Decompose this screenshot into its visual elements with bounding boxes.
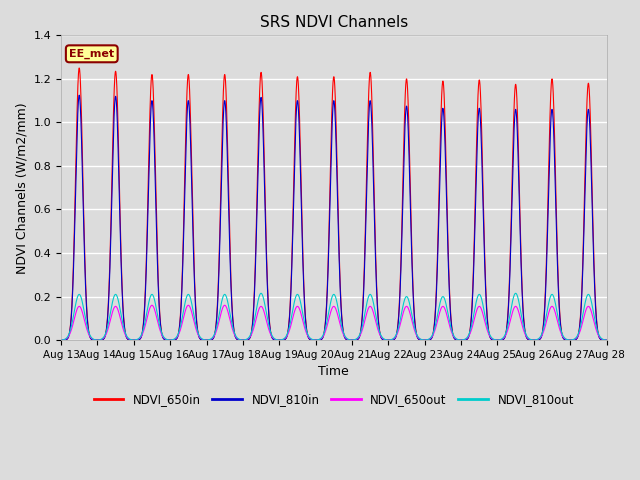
NDVI_650out bbox=[262, 313, 269, 319]
Line: NDVI_650in: NDVI_650in bbox=[61, 68, 607, 340]
NDVI_810out bbox=[603, 337, 611, 343]
Line: NDVI_810out: NDVI_810out bbox=[61, 293, 607, 340]
X-axis label: Time: Time bbox=[319, 365, 349, 378]
NDVI_810in bbox=[76, 92, 83, 98]
Title: SRS NDVI Channels: SRS NDVI Channels bbox=[260, 15, 408, 30]
NDVI_810in bbox=[174, 334, 182, 339]
NDVI_810out bbox=[168, 337, 176, 343]
NDVI_650out bbox=[603, 337, 611, 343]
NDVI_650in bbox=[168, 337, 176, 343]
NDVI_810in bbox=[57, 337, 65, 343]
NDVI_810in bbox=[603, 337, 611, 343]
NDVI_650out bbox=[486, 334, 494, 340]
NDVI_650in bbox=[409, 285, 417, 290]
NDVI_810in bbox=[409, 290, 417, 296]
Text: EE_met: EE_met bbox=[69, 48, 115, 59]
Line: NDVI_810in: NDVI_810in bbox=[61, 95, 607, 340]
NDVI_810in bbox=[168, 337, 176, 343]
NDVI_650in bbox=[174, 333, 182, 339]
NDVI_650in bbox=[57, 337, 65, 343]
NDVI_810in bbox=[486, 336, 494, 341]
NDVI_650out bbox=[168, 337, 176, 343]
NDVI_810out bbox=[174, 332, 182, 338]
NDVI_810out bbox=[486, 333, 494, 339]
NDVI_650out bbox=[57, 337, 65, 343]
NDVI_650out bbox=[174, 333, 182, 339]
NDVI_650in bbox=[603, 337, 611, 343]
NDVI_650in bbox=[76, 65, 83, 71]
NDVI_650out bbox=[148, 302, 156, 308]
NDVI_810in bbox=[601, 337, 609, 343]
Line: NDVI_650out: NDVI_650out bbox=[61, 305, 607, 340]
NDVI_650in bbox=[486, 335, 494, 341]
Y-axis label: NDVI Channels (W/m2/mm): NDVI Channels (W/m2/mm) bbox=[15, 102, 28, 274]
NDVI_810in bbox=[262, 215, 269, 220]
NDVI_650out bbox=[601, 337, 609, 343]
NDVI_810out bbox=[261, 304, 269, 310]
NDVI_810out bbox=[409, 318, 417, 324]
NDVI_810out bbox=[512, 290, 520, 296]
NDVI_650in bbox=[601, 337, 609, 343]
NDVI_650out bbox=[409, 323, 417, 328]
NDVI_810out bbox=[57, 337, 65, 343]
NDVI_650in bbox=[262, 202, 269, 207]
NDVI_810out bbox=[601, 337, 609, 343]
Legend: NDVI_650in, NDVI_810in, NDVI_650out, NDVI_810out: NDVI_650in, NDVI_810in, NDVI_650out, NDV… bbox=[89, 388, 579, 410]
